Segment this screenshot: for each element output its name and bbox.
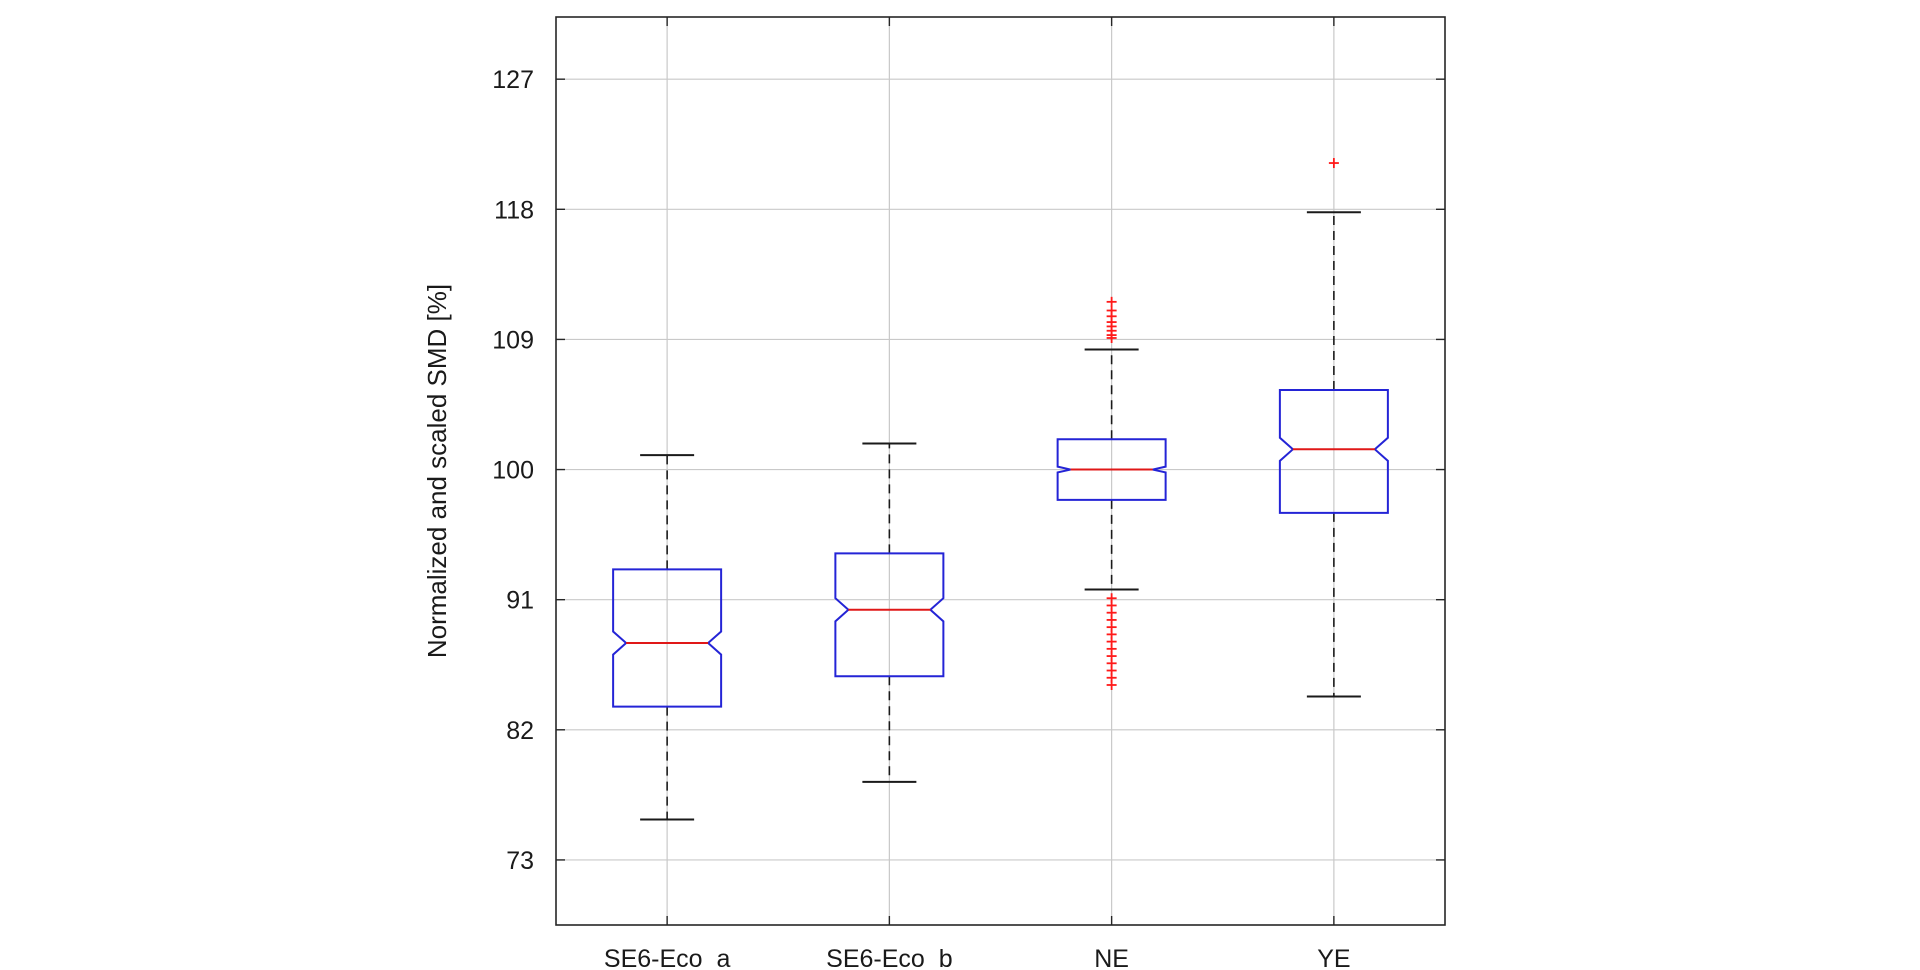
- y-tick-label: 100: [492, 457, 534, 485]
- y-tick-label: 73: [506, 847, 534, 875]
- x-tick-label: SE6-Eco_b: [826, 945, 952, 970]
- notched-box: [1056, 438, 1167, 501]
- notched-box: [1278, 389, 1389, 514]
- y-axis-label: Normalized and scaled SMD [%]: [422, 284, 452, 658]
- box-plot-series: [612, 158, 1389, 821]
- box-se6-eco-b: [834, 442, 945, 783]
- y-tick-label: 82: [506, 717, 534, 745]
- y-tick-label: 91: [506, 587, 534, 615]
- grid-lines: [556, 17, 1445, 925]
- x-tick-label: SE6-Eco_a: [604, 945, 731, 970]
- box-ne: [1056, 296, 1167, 690]
- x-tick-label: YE: [1317, 945, 1350, 970]
- notched-box: [834, 552, 945, 678]
- box-se6-eco-a: [612, 454, 723, 821]
- outlier-marker: [1328, 158, 1339, 169]
- outlier-marker: [1106, 296, 1117, 307]
- notched-box: [612, 568, 723, 708]
- x-tick-label: NE: [1094, 945, 1129, 970]
- axis-ticks: 73 82 91 100 109 118 127 SE6-Eco_a SE6-Eco_b NE YE: [492, 17, 1445, 970]
- y-tick-label: 118: [494, 196, 534, 224]
- box-ye: [1278, 158, 1389, 698]
- outlier-marker: [1106, 305, 1117, 316]
- y-tick-label: 127: [492, 66, 534, 94]
- y-tick-label: 109: [492, 326, 534, 354]
- outlier-marker: [1106, 679, 1117, 690]
- plot-area-frame: [555, 16, 1446, 926]
